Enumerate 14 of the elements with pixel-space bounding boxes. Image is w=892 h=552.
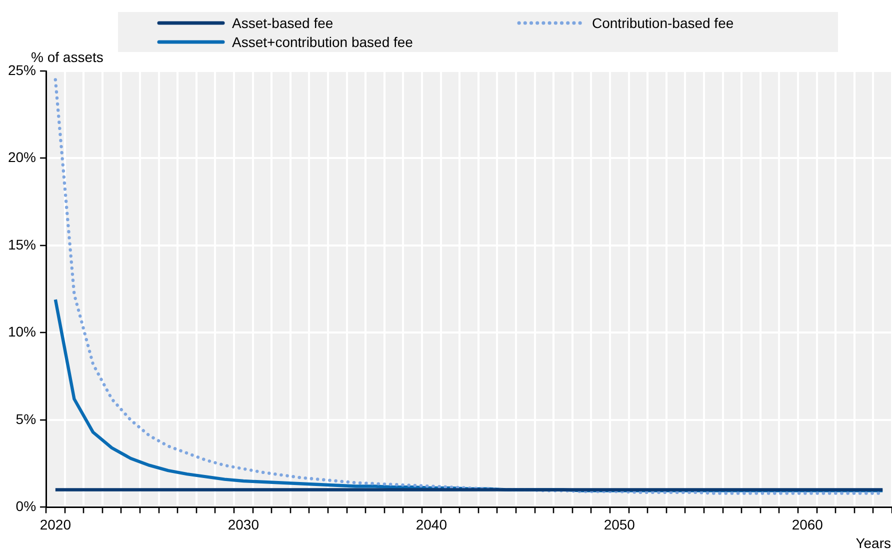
- y-tick-label: 10%: [8, 324, 36, 340]
- x-axis-title: Years: [856, 534, 891, 551]
- x-tick-label: 2040: [416, 516, 448, 532]
- y-tick-label: 0%: [16, 498, 36, 514]
- x-tick-label: 2020: [40, 516, 72, 532]
- x-tick-label: 2060: [792, 516, 824, 532]
- x-tick-label: 2030: [228, 516, 260, 532]
- legend-label: Asset+contribution based fee: [232, 34, 413, 50]
- legend-label: Contribution-based fee: [592, 14, 734, 30]
- y-tick-label: 5%: [16, 410, 36, 427]
- legend-label: Asset-based fee: [232, 14, 334, 30]
- y-tick-label: 15%: [8, 236, 36, 252]
- y-tick-label: 20%: [8, 149, 36, 166]
- x-tick-label: 2050: [604, 516, 636, 532]
